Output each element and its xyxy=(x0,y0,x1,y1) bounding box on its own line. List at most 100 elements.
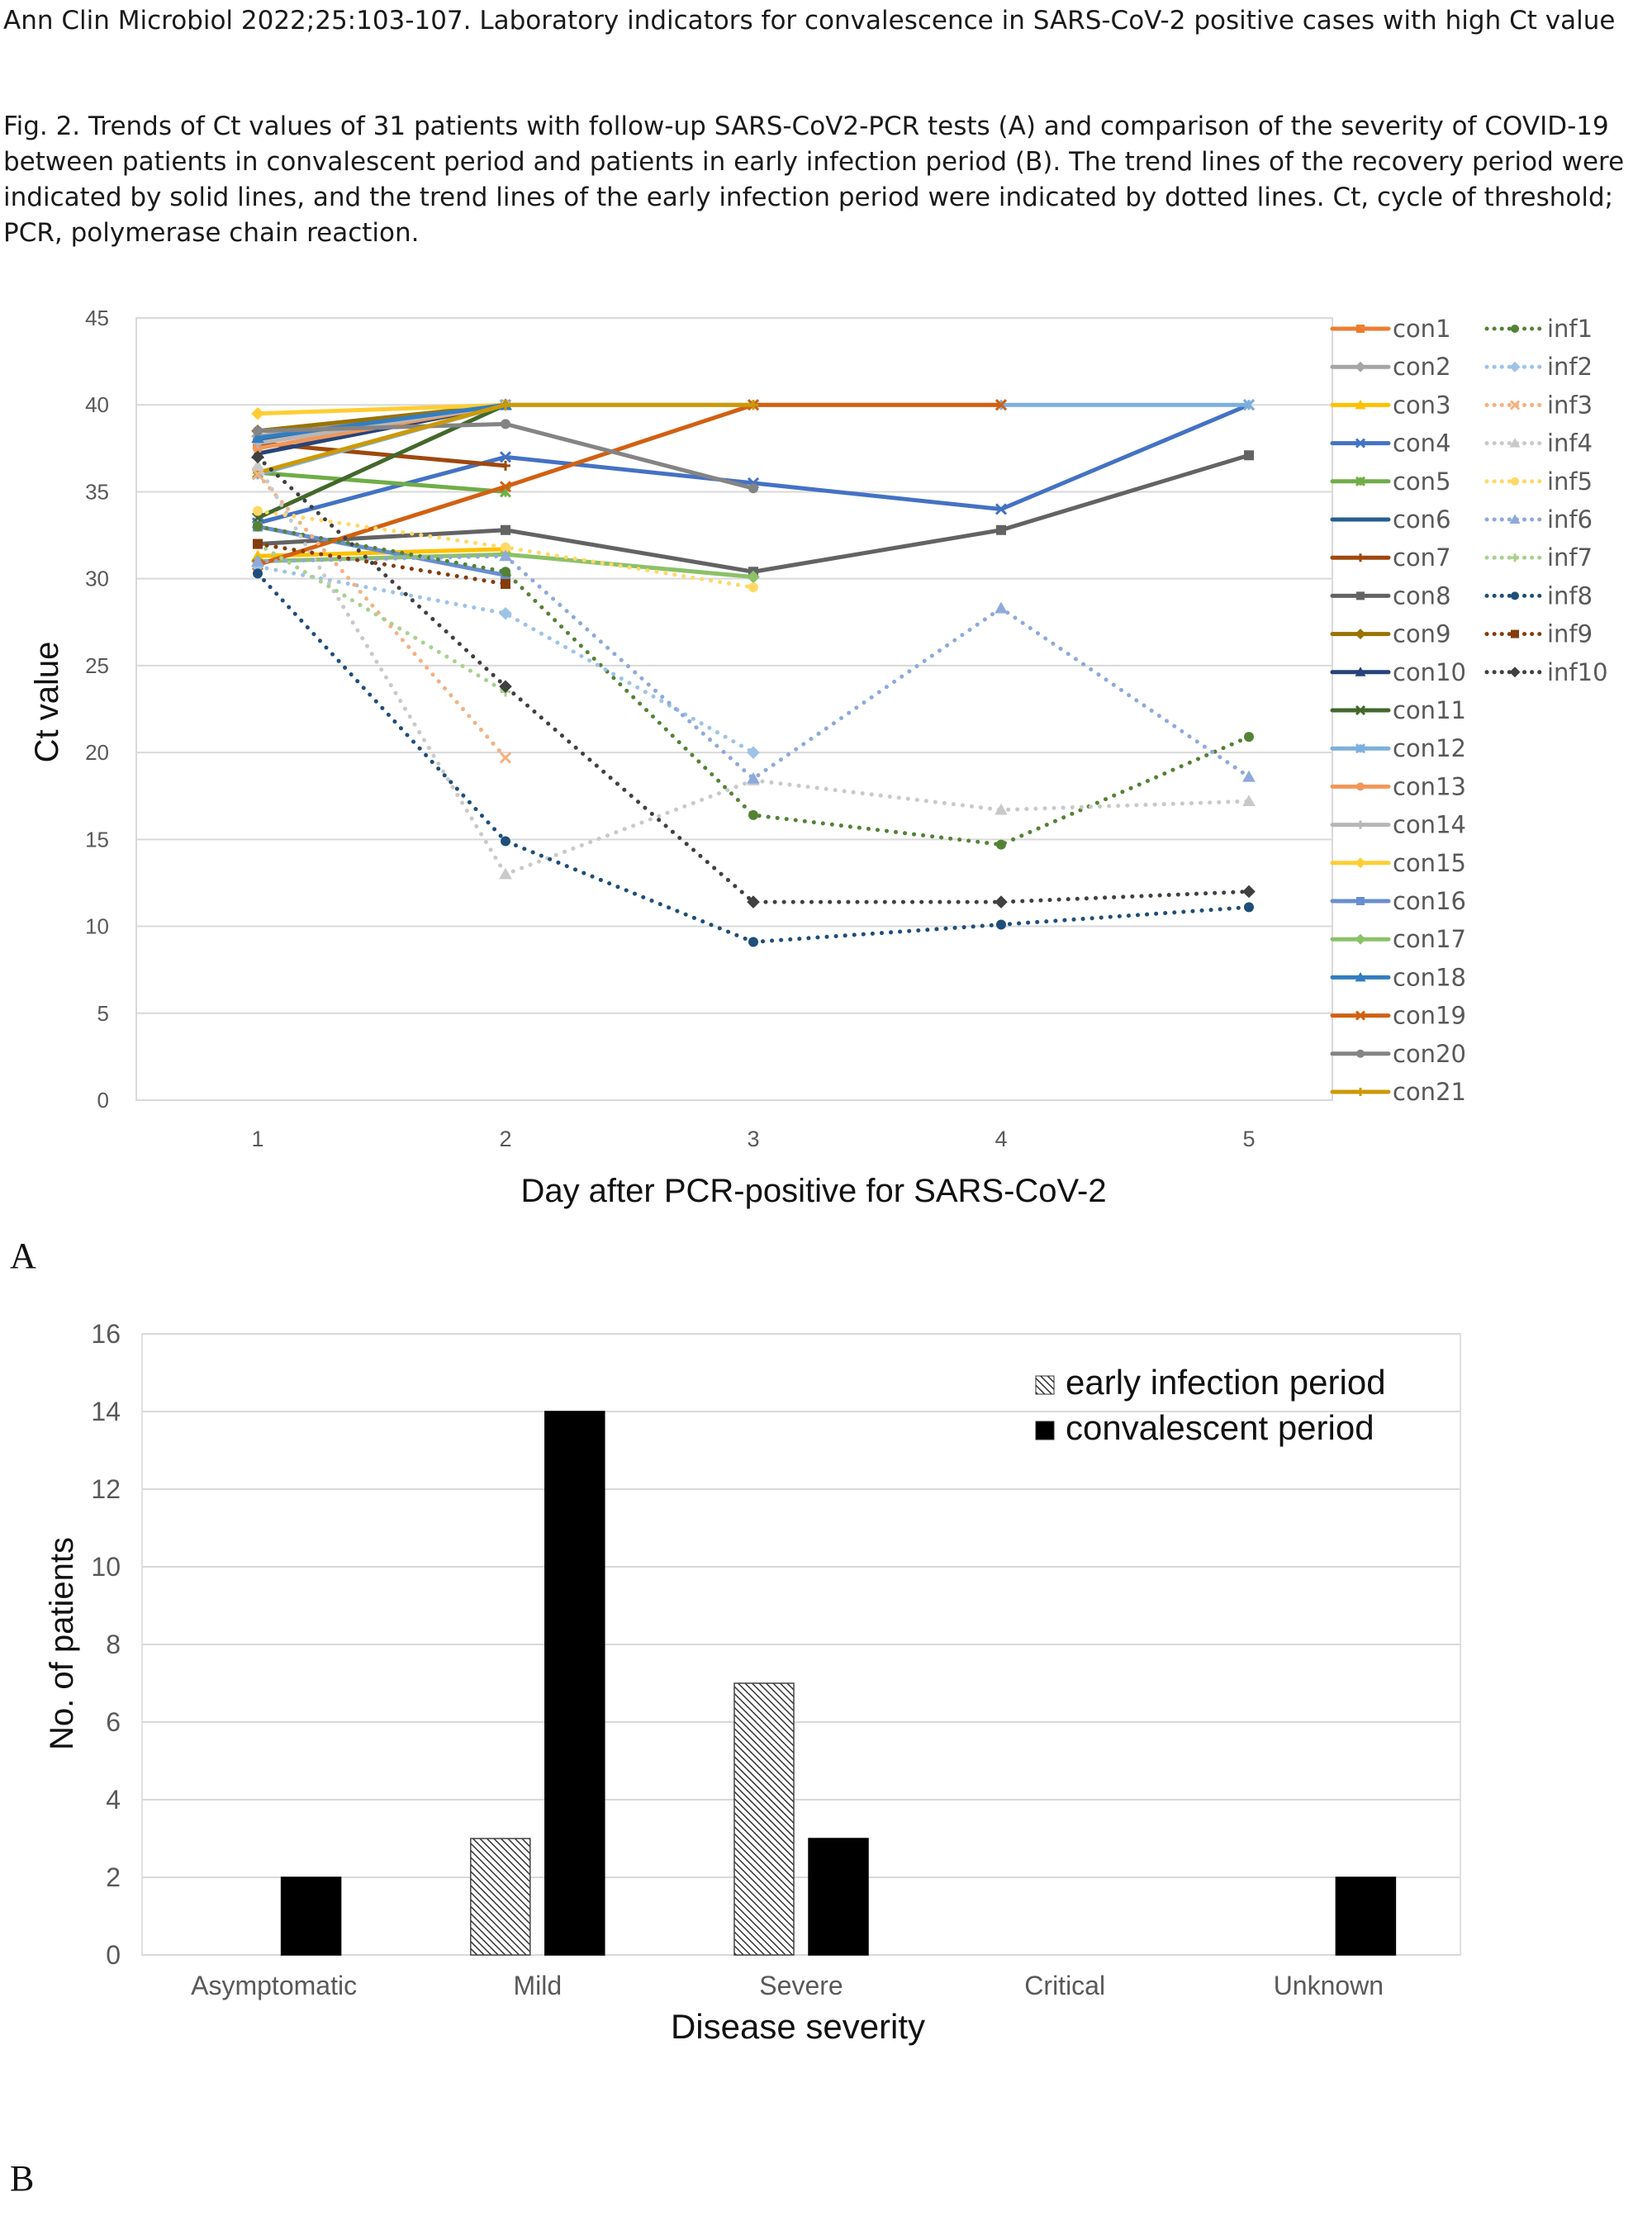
point-inf8 xyxy=(1244,902,1254,913)
point-inf3 xyxy=(251,468,264,481)
chart-a-y-tick-label: 25 xyxy=(85,653,109,678)
legend-label-con9: con9 xyxy=(1393,620,1451,648)
series-inf2 xyxy=(251,560,760,759)
legend-item-con18: con18 xyxy=(1330,963,1466,991)
bar-early-infection-period-severe xyxy=(733,1682,795,1956)
series-inf5 xyxy=(253,505,758,593)
legend-marker-con19 xyxy=(1355,1010,1366,1021)
legend-label-con15: con15 xyxy=(1393,849,1466,877)
legend-label-inf6: inf6 xyxy=(1547,505,1593,534)
point-inf6 xyxy=(1242,770,1256,782)
chart-a-gridlines xyxy=(135,317,1333,1101)
point-inf1 xyxy=(501,567,510,577)
point-inf6 xyxy=(499,549,512,562)
legend-label-con21: con21 xyxy=(1393,1078,1466,1106)
legend-label-inf2: inf2 xyxy=(1547,353,1593,381)
point-inf2 xyxy=(499,606,512,620)
chart-b-y-axis-title: No. of patients xyxy=(44,1537,80,1750)
chart-b-x-tick-label: Mild xyxy=(513,1971,562,2000)
legend-marker-inf10 xyxy=(1509,667,1521,678)
legend-label-inf9: inf9 xyxy=(1547,620,1593,648)
chart-a-y-tick-label: 30 xyxy=(85,567,109,591)
chart-b-y-tick-label: 12 xyxy=(91,1474,121,1504)
legend-label-con8: con8 xyxy=(1393,581,1451,610)
legend-marker-con9 xyxy=(1355,629,1366,640)
chart-b-plot-area xyxy=(141,1333,1461,1956)
legend-label-con20: con20 xyxy=(1393,1040,1466,1068)
legend-label-con18: con18 xyxy=(1393,963,1466,991)
legend-label-con3: con3 xyxy=(1393,391,1451,419)
legend-label-con2: con2 xyxy=(1393,353,1451,381)
chart-b-x-tick-label: Severe xyxy=(759,1971,843,2000)
legend-item-con7: con7 xyxy=(1330,543,1451,572)
line-con5 xyxy=(255,470,508,494)
point-inf10 xyxy=(499,680,512,693)
legend-item-inf7: inf7 xyxy=(1484,543,1593,572)
chart-b-x-ticks: Asymptomatic Mild Severe Critical Unknown xyxy=(191,1971,1384,2000)
point-inf9 xyxy=(501,578,510,589)
chart-b-y-tick-label: 14 xyxy=(91,1397,121,1426)
chart-a-y-tick-label: 5 xyxy=(97,1001,109,1026)
legend-label: early infection period xyxy=(1066,1363,1386,1402)
legend-marker-inf9 xyxy=(1511,629,1519,638)
legend-label-con19: con19 xyxy=(1393,1002,1466,1030)
point-inf2 xyxy=(747,746,760,759)
legend-label-con17: con17 xyxy=(1393,925,1466,953)
line-inf2 xyxy=(255,564,756,755)
chart-b-x-axis-title: Disease severity xyxy=(671,2007,925,2046)
line-con19 xyxy=(255,402,1004,567)
legend-swatch xyxy=(1035,1375,1055,1395)
legend-label-con1: con1 xyxy=(1393,315,1451,343)
chart-b-y-tick-label: 0 xyxy=(106,1940,121,1970)
point-inf8 xyxy=(996,919,1006,930)
point-inf1 xyxy=(996,839,1006,850)
legend-label-con16: con16 xyxy=(1393,887,1466,915)
legend-label-con13: con13 xyxy=(1393,772,1466,800)
chart-b-y-tick-label: 8 xyxy=(106,1630,121,1659)
chart-a-y-tick-label: 15 xyxy=(85,827,109,852)
legend-item-inf2: inf2 xyxy=(1484,353,1593,381)
point-inf1 xyxy=(748,809,758,820)
line-inf6 xyxy=(255,553,1251,781)
legend-label-inf7: inf7 xyxy=(1547,543,1593,572)
point-inf10 xyxy=(747,895,760,909)
point-inf10 xyxy=(1242,885,1256,899)
legend-marker-con16 xyxy=(1356,897,1365,905)
panel-label-a: A xyxy=(10,1236,36,1276)
legend-marker-inf4 xyxy=(1509,438,1521,448)
chart-a-y-tick-label: 0 xyxy=(97,1088,109,1113)
line-inf3 xyxy=(255,472,508,760)
point-inf6 xyxy=(995,601,1008,614)
chart-a-x-axis-title: Day after PCR-positive for SARS-CoV-2 xyxy=(520,1173,1106,1209)
legend-marker-con20 xyxy=(1356,1049,1365,1058)
legend-label-inf3: inf3 xyxy=(1547,391,1593,419)
panel-label-b: B xyxy=(10,2158,35,2199)
point-inf1 xyxy=(1244,732,1254,743)
point-con12 xyxy=(1242,399,1256,411)
legend-marker-con5 xyxy=(1355,476,1366,486)
point-inf4 xyxy=(251,459,264,471)
line-con15 xyxy=(255,402,508,416)
point-con8 xyxy=(1244,450,1254,461)
point-inf5 xyxy=(748,582,758,593)
legend-item-con14: con14 xyxy=(1330,811,1466,839)
legend-marker-con12 xyxy=(1355,743,1366,754)
legend-label-con5: con5 xyxy=(1393,467,1451,496)
chart-a-x-tick-label: 1 xyxy=(251,1127,263,1151)
legend-marker-inf7 xyxy=(1511,553,1519,562)
legend-item-inf9: inf9 xyxy=(1484,620,1593,648)
legend-item-con12: con12 xyxy=(1330,734,1466,762)
chart-b-y-tick-label: 6 xyxy=(106,1707,121,1737)
series-inf6 xyxy=(251,549,1256,784)
point-con20 xyxy=(748,483,758,494)
point-con21 xyxy=(748,400,758,410)
chart-b-y-tick-label: 10 xyxy=(91,1552,121,1582)
series-inf9 xyxy=(253,539,510,589)
legend-item-con20: con20 xyxy=(1330,1040,1466,1068)
bar-convalescent-period-severe xyxy=(808,1838,869,1956)
chart-a-x-ticks: 1 2 3 4 5 xyxy=(251,1127,1255,1151)
point-inf4 xyxy=(1242,795,1256,807)
bar-convalescent-period-asymptomatic xyxy=(280,1877,342,1956)
legend-item-early-infection-period: early infection period xyxy=(1035,1363,1386,1402)
